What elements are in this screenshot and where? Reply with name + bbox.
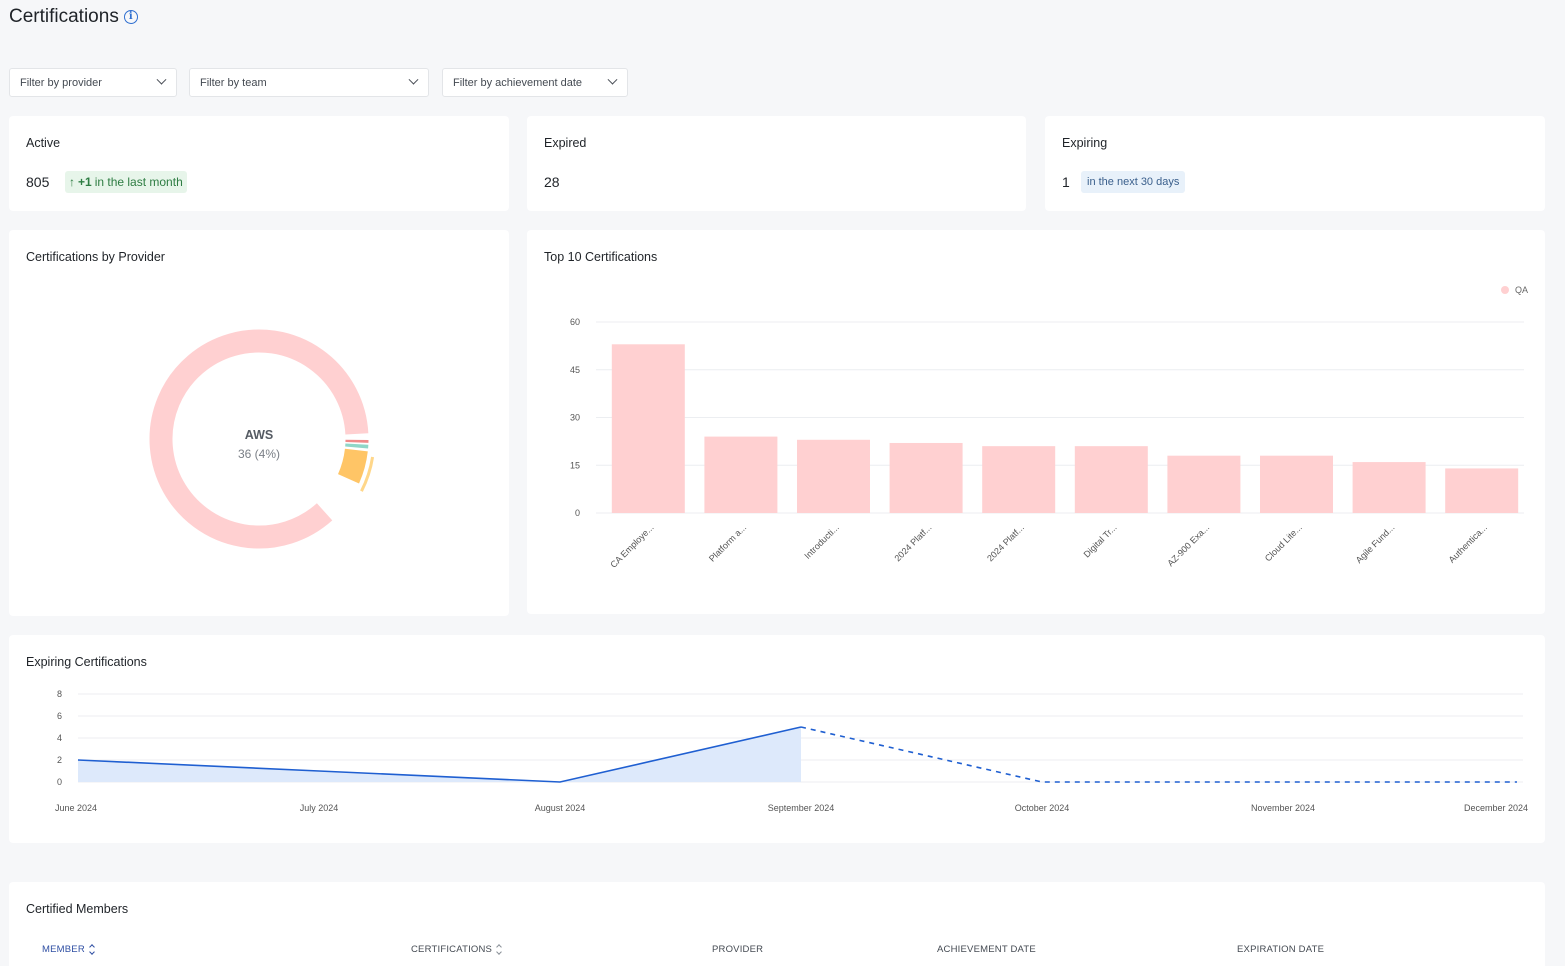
column-achievement-date-label: ACHIEVEMENT DATE	[937, 944, 1036, 955]
x-tick-label: 2024 Platf...	[892, 522, 933, 563]
y-tick-label: 8	[57, 689, 62, 699]
y-tick-label: 15	[570, 460, 580, 470]
donut-center-label: AWS	[245, 428, 273, 442]
legend-dot-icon	[1500, 286, 1509, 294]
column-provider: PROVIDER	[712, 944, 763, 955]
active-delta: +1	[78, 175, 92, 189]
column-certifications-label: CERTIFICATIONS	[411, 944, 493, 955]
active-delta-suffix: in the last month	[94, 175, 183, 189]
bar[interactable]	[1260, 455, 1333, 513]
column-achievement-date: ACHIEVEMENT DATE	[937, 944, 1036, 955]
x-tick-label: Platform a...	[707, 522, 748, 563]
sort-icon	[89, 944, 95, 955]
bar[interactable]	[611, 344, 685, 513]
column-expiration-date-label: EXPIRATION DATE	[1237, 944, 1325, 955]
expired-label: Expired	[544, 136, 587, 150]
team-filter-label: Filter by team	[200, 76, 267, 89]
expiring-label: Expiring	[1062, 136, 1108, 150]
y-tick-label: 0	[575, 508, 580, 518]
x-tick-label: 2024 Platf...	[985, 522, 1026, 563]
bar[interactable]	[704, 436, 778, 513]
column-member-label: MEMBER	[42, 944, 85, 955]
column-provider-label: PROVIDER	[712, 944, 764, 955]
bar-legend[interactable]: QA	[1500, 285, 1528, 295]
arrow-up-icon: ↑	[69, 175, 75, 189]
expired-value: 28	[544, 174, 560, 190]
area-fill	[78, 727, 801, 782]
x-tick-label: June 2024	[55, 803, 97, 813]
members-title: Certified Members	[26, 902, 129, 916]
projected-line[interactable]	[800, 726, 1517, 783]
legend-label: QA	[1514, 285, 1528, 295]
y-tick-label: 45	[570, 365, 580, 375]
expiring-value: 1	[1062, 174, 1070, 190]
y-tick-label: 4	[57, 733, 62, 743]
expiring-note-badge: in the next 30 days	[1081, 171, 1186, 193]
expiring-chart-card: Expiring Certifications 0 2 4 6 8 June 2024 J…	[9, 635, 1545, 843]
bar[interactable]	[1445, 468, 1519, 513]
active-label: Active	[26, 136, 61, 150]
sort-icon	[496, 944, 502, 955]
active-card: Active 805 ↑ +1 in the last month	[9, 116, 509, 211]
top10-bar-chart: 0 15 30 45 60 CA Employe... Platform a... Intr…	[570, 317, 1524, 570]
bar[interactable]	[982, 446, 1056, 513]
provider-donut-chart[interactable]: AWS 36 (4%)	[9, 230, 509, 616]
y-tick-label: 2	[57, 755, 62, 765]
x-tick-label: CA Employe...	[608, 522, 655, 569]
bar[interactable]	[889, 442, 963, 513]
donut-slice[interactable]	[360, 456, 375, 492]
info-icon[interactable]: i	[123, 10, 138, 24]
page-title-text: Certifications	[9, 6, 119, 27]
x-tick-label: Introducti...	[802, 522, 841, 561]
top10-chart-title: Top 10 Certifications	[544, 250, 658, 264]
donut-center-value: 36 (4%)	[238, 447, 280, 461]
column-member[interactable]: MEMBER	[42, 944, 95, 955]
expiring-line-chart: 0 2 4 6 8 June 2024 July 2024 August 2024 Septe…	[55, 689, 1528, 813]
x-tick-label: August 2024	[535, 803, 586, 813]
x-tick-label: Agile Fund...	[1354, 522, 1397, 565]
provider-chart-card: Certifications by Provider AWS 36 (4%)	[9, 230, 509, 616]
bar[interactable]	[797, 439, 870, 513]
x-tick-label: Cloud Lite...	[1263, 522, 1304, 563]
x-tick-label: July 2024	[300, 803, 339, 813]
page-title: Certifications i	[9, 6, 138, 28]
chevron-down-icon	[408, 74, 419, 85]
bar[interactable]	[1167, 455, 1241, 513]
provider-filter[interactable]: Filter by provider	[9, 68, 177, 97]
members-card: Certified Members MEMBER CERTIFICATIONS …	[9, 882, 1545, 966]
chevron-down-icon	[607, 74, 618, 85]
x-tick-label: Authentica...	[1447, 522, 1489, 564]
x-tick-label: October 2024	[1015, 803, 1070, 813]
active-delta-badge: ↑ +1 in the last month	[65, 171, 187, 193]
y-tick-label: 6	[57, 711, 62, 721]
x-tick-label: December 2024	[1464, 803, 1528, 813]
expired-card: Expired 28	[527, 116, 1026, 211]
bar[interactable]	[1352, 462, 1426, 513]
x-tick-label: September 2024	[768, 803, 835, 813]
y-tick-label: 30	[570, 413, 580, 423]
active-value: 805	[26, 174, 50, 190]
team-filter[interactable]: Filter by team	[189, 68, 429, 97]
x-tick-label: AZ-900 Exa...	[1165, 522, 1211, 568]
expiring-card: Expiring 1 in the next 30 days	[1045, 116, 1545, 211]
achievement-date-filter-label: Filter by achievement date	[453, 76, 583, 89]
column-expiration-date: EXPIRATION DATE	[1237, 944, 1324, 955]
bar[interactable]	[1074, 446, 1148, 513]
y-tick-label: 0	[57, 777, 62, 787]
top10-chart-card: Top 10 Certifications QA 0 15 30 45 60 CA Em…	[527, 230, 1545, 614]
x-tick-label: November 2024	[1251, 803, 1315, 813]
donut-slice[interactable]	[337, 448, 368, 484]
expiring-chart-title: Expiring Certifications	[26, 655, 147, 669]
column-certifications[interactable]: CERTIFICATIONS	[411, 944, 502, 955]
y-tick-label: 60	[570, 317, 580, 327]
achievement-date-filter[interactable]: Filter by achievement date	[442, 68, 628, 97]
chevron-down-icon	[156, 74, 167, 85]
series-line[interactable]	[77, 726, 802, 783]
provider-filter-label: Filter by provider	[20, 76, 102, 89]
provider-chart-title: Certifications by Provider	[26, 250, 165, 264]
x-tick-label: Digital Tr...	[1082, 522, 1119, 559]
donut-slice-aws[interactable]	[149, 329, 369, 549]
